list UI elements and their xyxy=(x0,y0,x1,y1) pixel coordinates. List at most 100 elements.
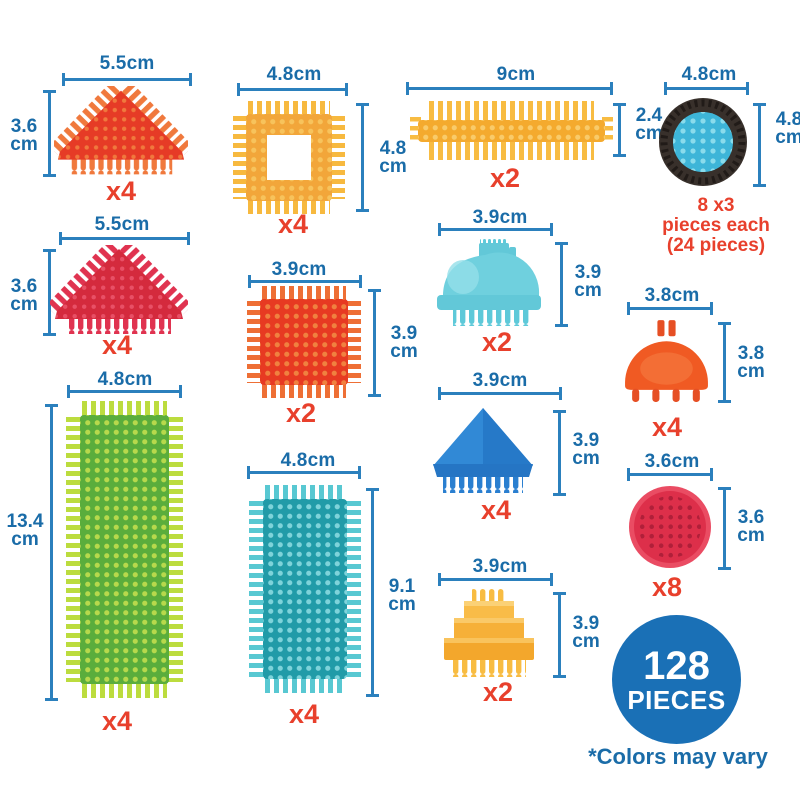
bristles xyxy=(167,417,183,682)
red-square-width-line xyxy=(248,275,362,288)
yellow-frame-shape xyxy=(233,101,345,214)
green-rect-width-line xyxy=(67,385,182,398)
green-rect-height-line xyxy=(45,404,58,701)
red-triangle-width-line xyxy=(59,232,190,245)
bristles xyxy=(233,116,248,199)
teal-rect-width-line xyxy=(247,466,361,479)
height-value: 3.8 xyxy=(737,343,765,364)
stepped-block-width-label: 3.9cm xyxy=(472,556,528,577)
height-value: 3.9 xyxy=(572,613,600,634)
yellow-frame-width-label: 4.8cm xyxy=(266,64,322,85)
bristles xyxy=(346,301,361,383)
half-cylinder-width-line xyxy=(438,223,553,236)
orange-triangle-height-line xyxy=(43,90,56,177)
bar-body xyxy=(418,120,605,142)
dome-height-line xyxy=(718,322,731,403)
cone-width-line xyxy=(438,387,562,400)
red-triangle-width-label: 5.5cm xyxy=(94,214,150,235)
height-unit: cm xyxy=(635,123,663,145)
wheel-shape xyxy=(659,98,747,186)
height-unit: cm xyxy=(572,448,600,470)
height-unit: cm xyxy=(388,594,416,616)
bristles xyxy=(265,677,345,693)
bristles xyxy=(82,682,167,698)
dome-shape xyxy=(625,320,708,402)
height-unit: cm xyxy=(379,156,407,178)
height-value: 3.6 xyxy=(737,507,765,528)
green-rect-count: x4 xyxy=(101,706,133,736)
height-unit: cm xyxy=(10,134,38,156)
teal-rect-count: x4 xyxy=(288,699,320,729)
caption-line: pieces each xyxy=(662,214,770,236)
height-value: 13.4 xyxy=(6,511,44,532)
red-round-width-label: 3.6cm xyxy=(644,451,700,472)
cone-height-label: 3.9 cm xyxy=(564,430,608,470)
yellow-frame-height-line xyxy=(356,103,369,212)
height-value: 9.1 xyxy=(388,576,416,597)
red-square-height-line xyxy=(368,289,381,397)
dome-width-label: 3.8cm xyxy=(644,285,700,306)
wheel-width-line xyxy=(664,82,749,95)
height-unit: cm xyxy=(574,280,602,302)
cone-count: x4 xyxy=(480,495,512,525)
half-cylinder-shape xyxy=(437,239,541,326)
bristles xyxy=(345,501,361,677)
yellow-bar-shape xyxy=(410,101,613,160)
height-value: 3.9 xyxy=(572,430,600,451)
bristles xyxy=(429,101,594,120)
wheel-width-label: 4.8cm xyxy=(681,64,737,85)
orange-triangle-shape xyxy=(54,86,188,175)
red-square-shape xyxy=(247,286,361,398)
half-cylinder-count: x2 xyxy=(481,327,513,357)
green-rect-width-label: 4.8cm xyxy=(97,369,153,390)
cone-height-line xyxy=(553,410,566,496)
rect-body xyxy=(80,415,169,684)
cone-shape xyxy=(433,408,533,493)
height-value: 2.4 xyxy=(635,105,663,126)
green-rect-height-label: 13.4 cm xyxy=(2,511,48,549)
red-square-count: x2 xyxy=(285,398,317,428)
half-cylinder-width-label: 3.9cm xyxy=(472,207,528,228)
green-rect-shape xyxy=(66,401,183,698)
wheel-count-caption: 8 x3 pieces each (24 pieces) xyxy=(628,196,800,256)
dome-count: x4 xyxy=(651,412,683,442)
red-round-shape xyxy=(629,486,711,568)
red-round-count: x8 xyxy=(651,572,683,602)
yellow-bar-count: x2 xyxy=(489,163,521,193)
yellow-frame-width-line xyxy=(237,83,348,96)
bristles xyxy=(82,401,167,417)
stepped-block-shape xyxy=(444,589,534,677)
height-value: 3.9 xyxy=(574,262,602,283)
red-triangle-height-line xyxy=(43,249,56,336)
stepped-block-height-label: 3.9 cm xyxy=(564,613,608,653)
orange-triangle-width-line xyxy=(62,73,192,86)
rect-body xyxy=(263,499,347,679)
red-round-height-line xyxy=(718,487,731,570)
yellow-bar-width-label: 9cm xyxy=(496,64,536,85)
red-triangle-count: x4 xyxy=(101,330,133,360)
teal-rect-height-label: 9.1 cm xyxy=(381,576,423,616)
half-cylinder-height-line xyxy=(555,242,568,327)
frame-body xyxy=(246,114,332,201)
height-unit: cm xyxy=(737,361,765,383)
bristles xyxy=(248,199,330,214)
red-triangle-height-label: 3.6 cm xyxy=(4,276,44,314)
yellow-frame-count: x4 xyxy=(277,209,309,239)
caption-line: (24 pieces) xyxy=(666,234,766,256)
height-unit: cm xyxy=(572,631,600,653)
height-unit: cm xyxy=(737,525,765,547)
stepped-block-height-line xyxy=(553,592,566,678)
stepped-block-count: x2 xyxy=(482,677,514,707)
bristles xyxy=(66,417,82,682)
height-value: 3.6 xyxy=(10,276,38,297)
height-unit: cm xyxy=(390,341,418,363)
bristles xyxy=(330,116,345,199)
yellow-bar-height-line xyxy=(613,103,626,157)
half-cylinder-height-label: 3.9 cm xyxy=(566,262,610,302)
teal-rect-height-line xyxy=(366,488,379,697)
colors-may-vary-note: *Colors may vary xyxy=(588,744,768,769)
piece-count-badge: 128 PIECES xyxy=(612,615,741,744)
red-square-height-label: 3.9 cm xyxy=(383,324,425,363)
yellow-bar-width-line xyxy=(406,82,613,95)
